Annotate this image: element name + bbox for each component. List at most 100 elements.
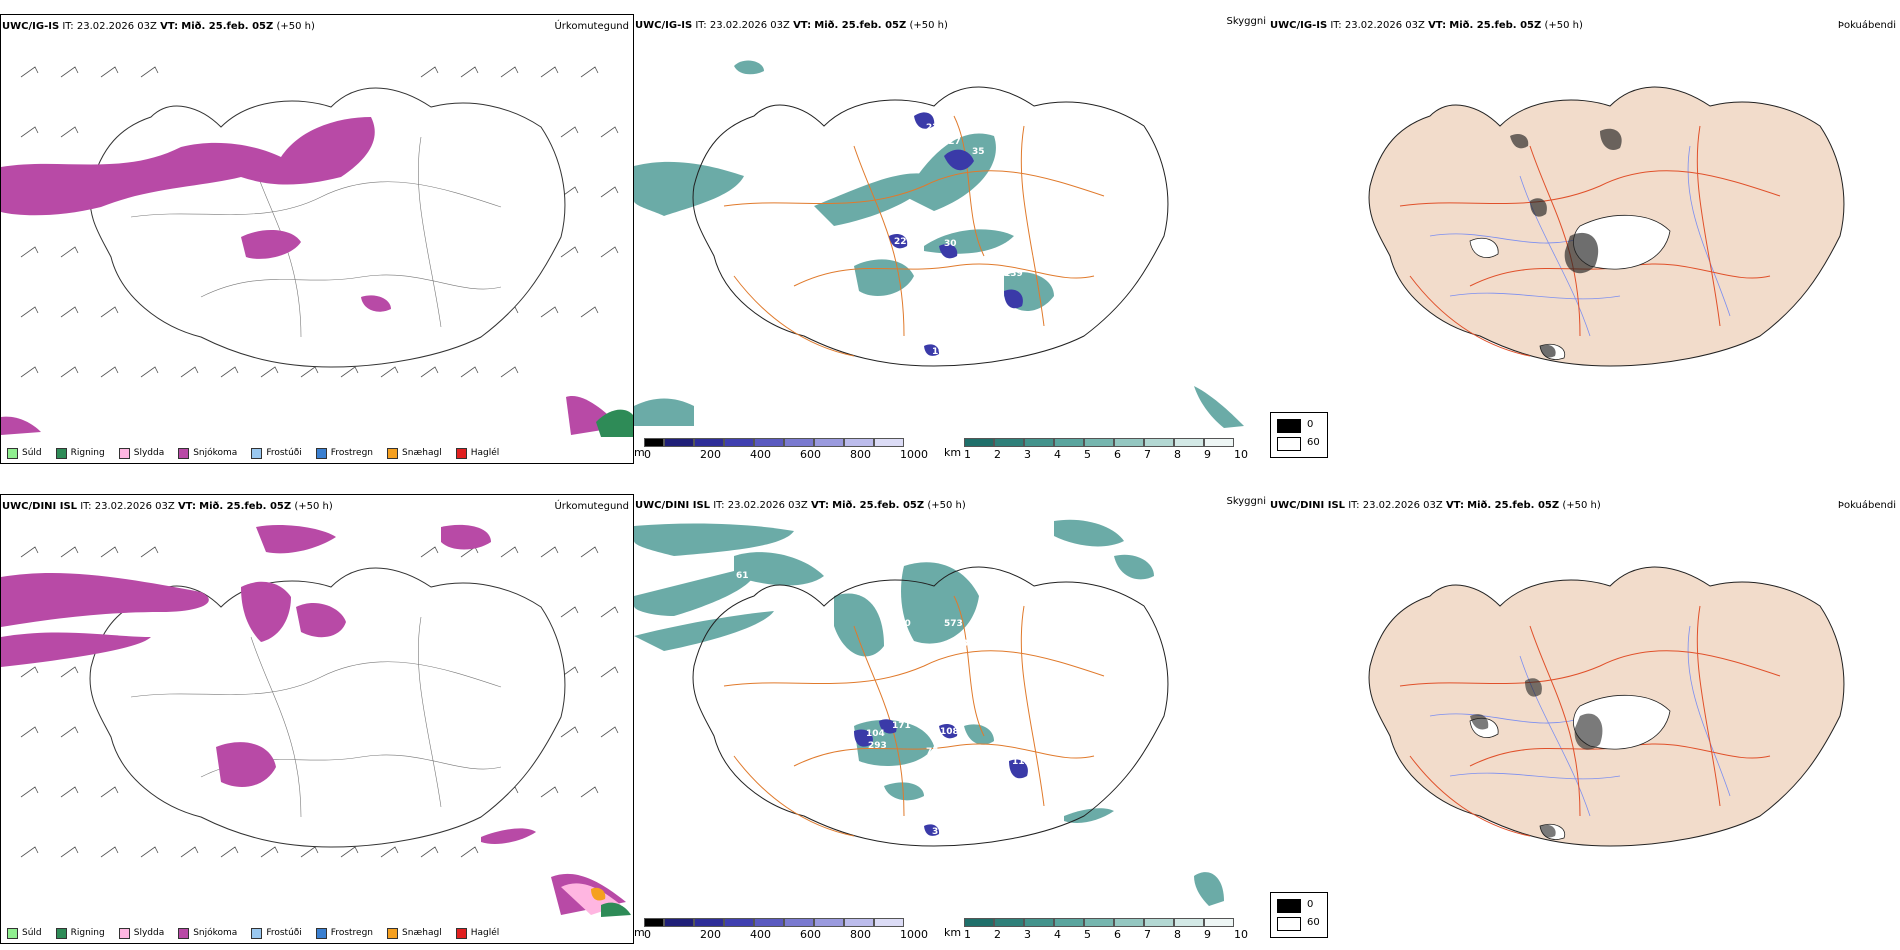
tick: 600 [800,448,821,461]
it-value: 23.02.2026 03Z [727,500,808,511]
cloud-label: 229 [894,237,913,247]
cbar-swatch [1204,918,1234,927]
tick: 400 [750,448,771,461]
cbar-swatch [784,438,814,447]
legend-item: Slydda [118,927,164,939]
fog-key-top-label: 0 [1307,419,1314,430]
tick: 3 [1024,448,1031,461]
visibility-ticks: 1 2 3 4 5 6 7 8 9 10 [964,928,1248,941]
precip-type-panel-row1: UWC/IG-IS IT: 23.02.2026 03Z VT: Mið. 25… [0,14,634,464]
panel-header: UWC/IG-IS IT: 23.02.2026 03Z VT: Mið. 25… [635,20,948,32]
cbar-swatch [994,918,1024,927]
panel-header: UWC/DINI ISL IT: 23.02.2026 03Z VT: Mið.… [1270,500,1601,512]
cbar-swatch [644,438,664,447]
tick: 800 [850,448,871,461]
tick: 10 [1234,448,1248,461]
cloud-label: 114 [1014,251,1033,261]
model-name: UWC/IG-IS [2,21,60,32]
lead-time: (+50 h) [276,21,315,32]
cloud-label: 227 [942,137,961,147]
vt-label: VT: [793,20,812,31]
cbar-swatch [1024,918,1054,927]
it-value: 23.02.2026 03Z [76,21,157,32]
model-name: UWC/DINI ISL [635,500,711,511]
panel-header: UWC/DINI ISL IT: 23.02.2026 03Z VT: Mið.… [635,500,966,512]
legend-swatch [55,927,67,939]
model-name: UWC/DINI ISL [1270,500,1346,511]
iceland-outline [692,566,1169,847]
vt-value: Mið. 25.feb. 05Z [832,500,925,511]
iceland-outline [89,567,566,848]
legend-swatch [315,927,327,939]
cloud-label: 30 [944,239,957,249]
cloud-base-ticks: 0 200 400 600 800 1000 [644,928,928,941]
vt-label: VT: [1445,500,1464,511]
visibility-unit: km [944,926,962,939]
cbar-swatch [754,438,784,447]
cloud-label: 10 [932,347,945,357]
legend-item: Snjókoma [178,447,237,459]
tick: 4 [1054,928,1061,941]
cbar-swatch [694,918,724,927]
legend-swatch [178,447,190,459]
visibility-panel-row1: UWC/IG-IS IT: 23.02.2026 03Z VT: Mið. 25… [634,14,1270,464]
cloud-label: 108 [940,727,959,737]
fog-key: 0 60 [1270,412,1328,458]
visibility-map: 229 227 171 35 652 229 31 30 114 139 10 [634,60,1244,428]
visibility-colorbar [964,438,1234,447]
legend-item: Rigning [55,927,105,939]
iceland-outline [692,86,1169,367]
tick: 600 [800,928,821,941]
legend-item: Súld [7,447,42,459]
cbar-swatch [814,918,844,927]
it-label: IT: [1330,20,1342,31]
cloud-label: 293 [868,741,887,751]
tick: 2 [994,448,1001,461]
cbar-swatch [1084,438,1114,447]
fog-key-bottom-label: 60 [1307,437,1320,448]
lead-time: (+50 h) [1544,20,1583,31]
cbar-swatch [724,438,754,447]
it-label: IT: [1348,500,1360,511]
fog-key-white [1277,437,1301,451]
precip-map [1,66,633,437]
tick: 4 [1054,448,1061,461]
tick: 1 [964,448,971,461]
model-name: UWC/IG-IS [635,20,693,31]
cloud-base-colorbar [644,438,904,447]
fog-key: 0 60 [1270,892,1328,938]
cloud-label: 510 [892,619,911,629]
cloud-label: 104 [866,729,885,739]
visibility-panel-row2: UWC/DINI ISL IT: 23.02.2026 03Z VT: Mið.… [634,494,1270,944]
legend-item: Súld [7,927,42,939]
lead-time: (+50 h) [927,500,966,511]
visibility-unit: km [944,446,962,459]
tick: 0 [644,928,651,941]
cbar-swatch [1114,918,1144,927]
cbar-swatch [964,918,994,927]
tick: 1000 [900,448,928,461]
it-value: 23.02.2026 03Z [1362,500,1443,511]
panel-title-visibility: Skyggni [1226,496,1266,507]
cbar-swatch [1204,438,1234,447]
cbar-swatch [844,438,874,447]
precip-legend: Súld Rigning Slydda Snjókoma Frostúði Fr… [7,925,513,941]
cbar-swatch [644,918,664,927]
cbar-swatch [1054,438,1084,447]
cbar-swatch [1024,438,1054,447]
legend-item: Rigning [55,447,105,459]
cbar-swatch [874,438,904,447]
lead-time: (+50 h) [294,501,333,512]
cbar-swatch [664,438,694,447]
precip-map [1,524,631,917]
tick: 9 [1204,928,1211,941]
legend-item: Frostregn [315,447,373,459]
fog-map [1368,86,1845,367]
cloud-base-labels: 229 227 171 35 652 229 31 30 114 139 10 [874,123,1033,357]
tick: 1 [964,928,971,941]
tick: 6 [1114,928,1121,941]
model-name: UWC/DINI ISL [2,501,78,512]
legend-swatch [455,447,467,459]
cbar-swatch [1174,438,1204,447]
low-visibility-areas [634,519,1224,906]
